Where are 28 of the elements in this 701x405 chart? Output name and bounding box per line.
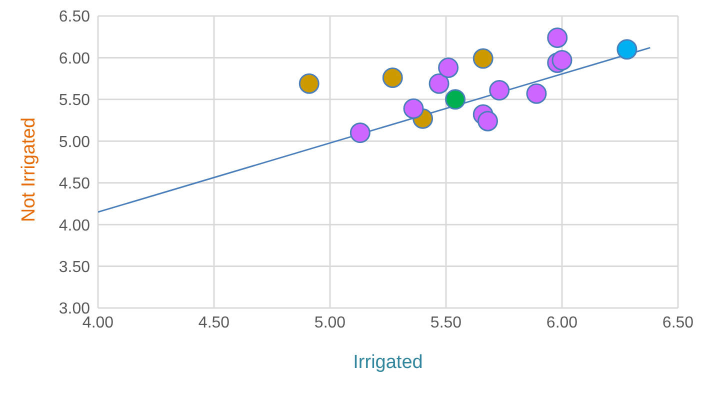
- y-axis-title: Not Irrigated: [18, 117, 40, 222]
- y-tick-label: 6.00: [58, 50, 90, 68]
- y-tick-label: 4.00: [58, 217, 90, 234]
- x-tick-label: 4.50: [198, 314, 230, 332]
- point: [547, 27, 568, 48]
- point: [445, 89, 466, 110]
- x-tick-label: 5.00: [314, 314, 346, 332]
- x-tick-label: 5.50: [430, 314, 462, 332]
- x-tick-label: 6.50: [662, 314, 694, 332]
- point: [298, 73, 320, 94]
- y-tick-label: 3.50: [58, 258, 90, 276]
- y-tick-label: 5.00: [58, 134, 90, 151]
- point: [428, 73, 450, 94]
- point: [552, 50, 572, 70]
- y-tick-label: 5.50: [58, 92, 90, 110]
- point: [382, 67, 403, 88]
- point: [403, 98, 424, 119]
- x-axis-title: Irrigated: [353, 352, 423, 373]
- y-tick-label: 4.50: [58, 176, 90, 193]
- point: [478, 110, 498, 132]
- x-tick-label: 6.00: [546, 314, 578, 332]
- point: [350, 122, 370, 144]
- point: [616, 39, 638, 60]
- point: [489, 80, 510, 100]
- y-tick-label: 6.50: [58, 8, 90, 26]
- point: [472, 48, 494, 69]
- point: [526, 83, 547, 104]
- point: [438, 57, 459, 78]
